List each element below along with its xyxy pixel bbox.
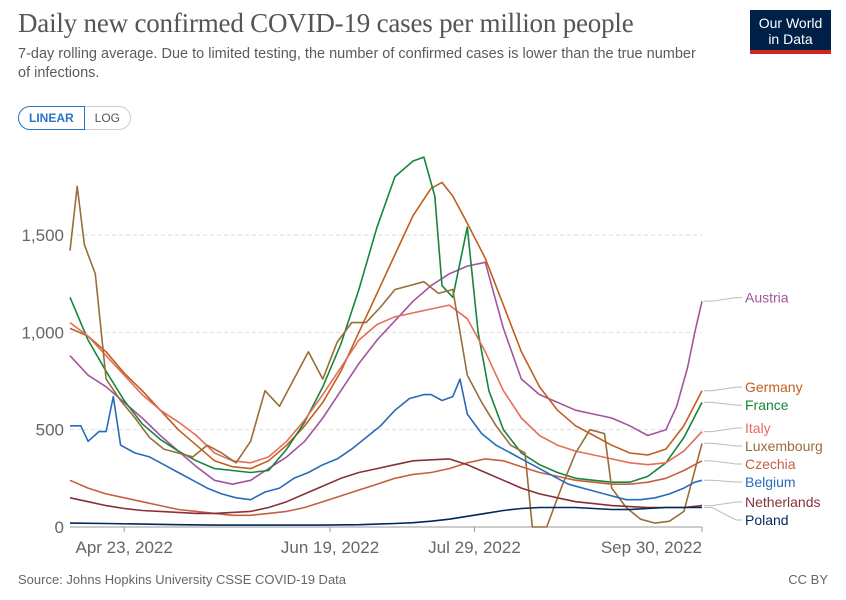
x-tick-label: Sep 30, 2022	[601, 538, 702, 557]
series-line-germany	[69, 181, 703, 470]
x-axis: Apr 23, 2022 Jun 19, 2022 Jul 29, 2022 Sep …	[75, 527, 703, 557]
legend-label-poland: Poland	[745, 512, 789, 528]
owid-logo[interactable]: Our World in Data	[750, 10, 831, 54]
series-line-belgium	[70, 378, 703, 501]
legend-label-france: France	[745, 397, 789, 413]
chart-gridlines	[70, 234, 702, 528]
legend-connector	[704, 479, 742, 483]
linear-scale-button[interactable]: LINEAR	[18, 106, 85, 130]
logo-line-1: Our World	[758, 15, 823, 31]
y-axis: 0 500 1,000 1,500	[21, 226, 64, 537]
legend-connector	[704, 297, 742, 302]
legend-connector	[704, 427, 742, 433]
legend-connector	[704, 507, 742, 521]
legend-label-italy: Italy	[745, 420, 771, 436]
legend-label-belgium: Belgium	[745, 474, 796, 490]
legend-connector	[704, 442, 742, 447]
chart-legend: Austria Germany France Italy Luxembourg Czech…	[704, 290, 823, 528]
legend-label-czechia: Czechia	[745, 456, 796, 472]
logo-line-2: in Data	[768, 31, 813, 47]
series-line-italy	[69, 304, 703, 466]
legend-connector	[704, 460, 742, 465]
series-line-czechia	[69, 458, 703, 517]
legend-connector	[704, 501, 742, 507]
legend-label-luxembourg: Luxembourg	[745, 438, 823, 454]
log-scale-button[interactable]: LOG	[84, 106, 132, 130]
legend-connector	[704, 401, 742, 406]
y-tick-label: 500	[36, 421, 64, 440]
series-line-poland	[69, 506, 702, 526]
scale-toggle: LINEAR LOG	[18, 106, 132, 130]
series-line-luxembourg	[69, 185, 703, 528]
source-note: Source: Johns Hopkins University CSSE CO…	[18, 572, 347, 587]
page-title: Daily new confirmed COVID-19 cases per m…	[18, 8, 634, 38]
y-tick-label: 1,000	[21, 323, 64, 342]
series-line-netherlands	[69, 458, 703, 515]
legend-connector	[704, 386, 742, 392]
legend-label-germany: Germany	[745, 379, 803, 395]
x-tick-label: Jul 29, 2022	[428, 538, 521, 557]
y-tick-label: 1,500	[21, 226, 64, 245]
x-tick-label: Apr 23, 2022	[75, 538, 172, 557]
y-tick-label: 0	[55, 518, 64, 537]
legend-label-netherlands: Netherlands	[745, 494, 821, 510]
chart-subtitle: 7-day rolling average. Due to limited te…	[18, 46, 696, 81]
legend-label-austria: Austria	[745, 290, 789, 306]
license-link[interactable]: CC BY	[788, 572, 828, 587]
series-line-france	[69, 156, 703, 483]
chart-series-lines	[69, 156, 703, 528]
x-tick-label: Jun 19, 2022	[281, 538, 379, 557]
